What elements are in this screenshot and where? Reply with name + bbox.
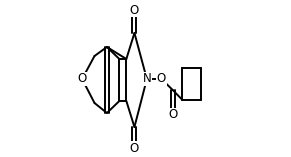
Text: O: O: [168, 108, 178, 122]
Text: O: O: [130, 141, 139, 154]
Text: O: O: [77, 73, 87, 86]
Text: O: O: [130, 3, 139, 16]
Text: N: N: [143, 73, 151, 86]
Text: O: O: [157, 73, 166, 86]
